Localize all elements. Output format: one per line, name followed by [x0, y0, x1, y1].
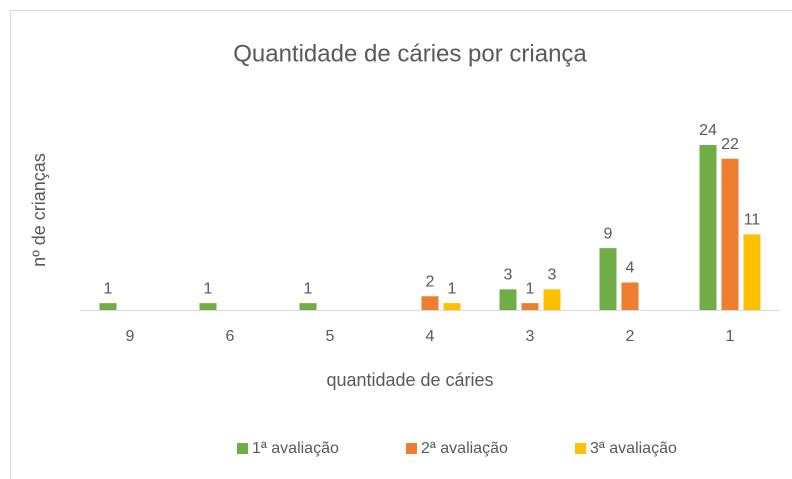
y-axis-label: nº de crianças: [29, 153, 49, 267]
legend-swatch: [237, 443, 248, 454]
x-tick-label: 4: [426, 328, 435, 345]
bar: [543, 289, 561, 310]
data-label: 1: [204, 280, 213, 297]
legend-swatch: [406, 443, 417, 454]
bar: [199, 303, 217, 310]
data-label: 3: [548, 267, 557, 284]
bar: [621, 282, 639, 310]
bar: [499, 289, 517, 310]
bar: [521, 303, 539, 310]
bar: [99, 303, 117, 310]
data-label: 1: [448, 280, 457, 297]
x-tick-label: 2: [626, 328, 635, 345]
bar: [699, 145, 717, 310]
bar: [721, 158, 739, 310]
data-label: 9: [604, 225, 613, 242]
x-tick-label: 6: [226, 328, 235, 345]
data-label: 11: [744, 212, 761, 229]
data-label: 1: [304, 280, 313, 297]
x-tick-label: 1: [726, 328, 735, 345]
x-tick-label: 3: [526, 328, 535, 345]
data-label: 3: [504, 267, 513, 284]
data-label: 4: [626, 260, 635, 277]
data-label: 1: [104, 280, 113, 297]
x-tick-label: 9: [126, 328, 135, 345]
legend-label: 3ª avaliação: [590, 440, 677, 457]
bar: [599, 248, 617, 310]
x-tick-label: 5: [326, 328, 335, 345]
legend-label: 2ª avaliação: [421, 440, 508, 457]
bar: [443, 303, 461, 310]
data-label: 1: [526, 280, 535, 297]
bar: [743, 234, 761, 310]
legend-label: 1ª avaliação: [252, 440, 339, 457]
x-axis-label: quantidade de cáries: [326, 370, 493, 390]
data-label: 22: [721, 136, 739, 153]
legend-swatch: [575, 443, 586, 454]
data-label: 24: [699, 122, 717, 139]
bar: [421, 296, 439, 310]
chart-frame: [10, 10, 792, 479]
data-label: 2: [426, 273, 435, 290]
chart-title: Quantidade de cáries por criança: [233, 40, 587, 67]
bar: [299, 303, 317, 310]
